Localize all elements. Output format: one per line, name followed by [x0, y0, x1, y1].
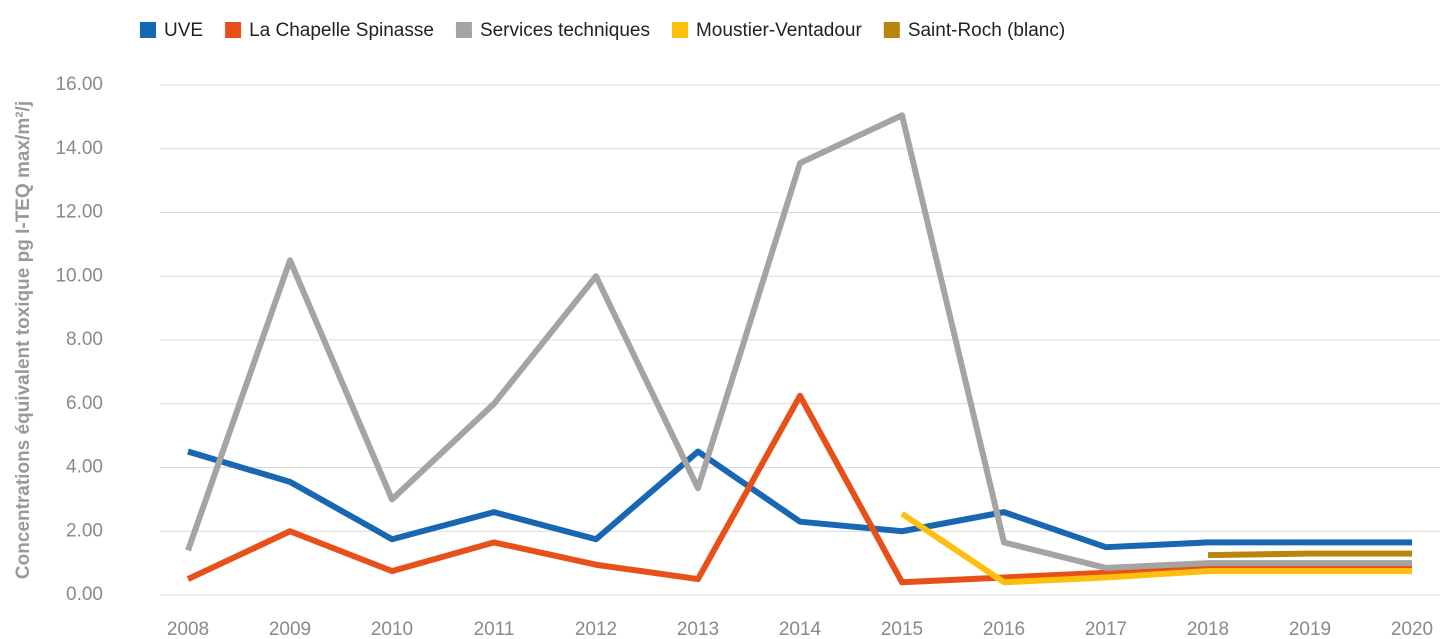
- legend-label: Moustier-Ventadour: [696, 20, 862, 41]
- x-tick-label: 2010: [371, 619, 413, 639]
- y-tick-label: 0.00: [66, 584, 103, 605]
- legend-swatch: [883, 22, 900, 38]
- y-tick-label: 12.00: [55, 202, 103, 223]
- x-tick-label: 2019: [1289, 619, 1331, 639]
- series-line: [900, 511, 1412, 586]
- legend-label: UVE: [164, 20, 203, 41]
- x-tick-label: 2011: [474, 619, 515, 639]
- legend-label: La Chapelle Spinasse: [249, 20, 434, 41]
- y-tick-label: 8.00: [66, 329, 103, 350]
- x-tick-label: 2017: [1085, 619, 1127, 639]
- x-tick-label: 2013: [677, 619, 719, 639]
- x-tick-label: 2015: [881, 619, 923, 639]
- y-tick-label: 2.00: [66, 520, 103, 541]
- y-tick-label: 6.00: [66, 393, 103, 414]
- y-axis-title: Concentrations équivalent toxique pg I-T…: [13, 101, 34, 579]
- x-tick-label: 2009: [269, 619, 311, 639]
- y-tick-label: 4.00: [66, 457, 103, 478]
- y-tick-label: 10.00: [55, 265, 103, 286]
- series-line: [187, 448, 1412, 551]
- legend-swatch: [671, 22, 688, 38]
- legend-label: Services techniques: [480, 20, 650, 41]
- series-line: [185, 112, 1412, 571]
- legend-swatch: [455, 22, 472, 38]
- y-tick-label: 14.00: [55, 138, 103, 159]
- series-line: [186, 392, 1412, 586]
- x-tick-label: 2014: [779, 619, 822, 639]
- legend-label: Saint-Roch (blanc): [908, 20, 1065, 41]
- x-tick-label: 2018: [1187, 619, 1229, 639]
- legend-swatch: [140, 22, 156, 38]
- x-tick-label: 2020: [1391, 619, 1433, 639]
- x-tick-label: 2016: [983, 619, 1025, 639]
- y-tick-label: 16.00: [55, 74, 103, 95]
- x-tick-label: 2008: [167, 619, 209, 639]
- x-tick-label: 2012: [575, 619, 617, 639]
- series-line: [1207, 550, 1412, 559]
- legend-swatch: [225, 22, 242, 38]
